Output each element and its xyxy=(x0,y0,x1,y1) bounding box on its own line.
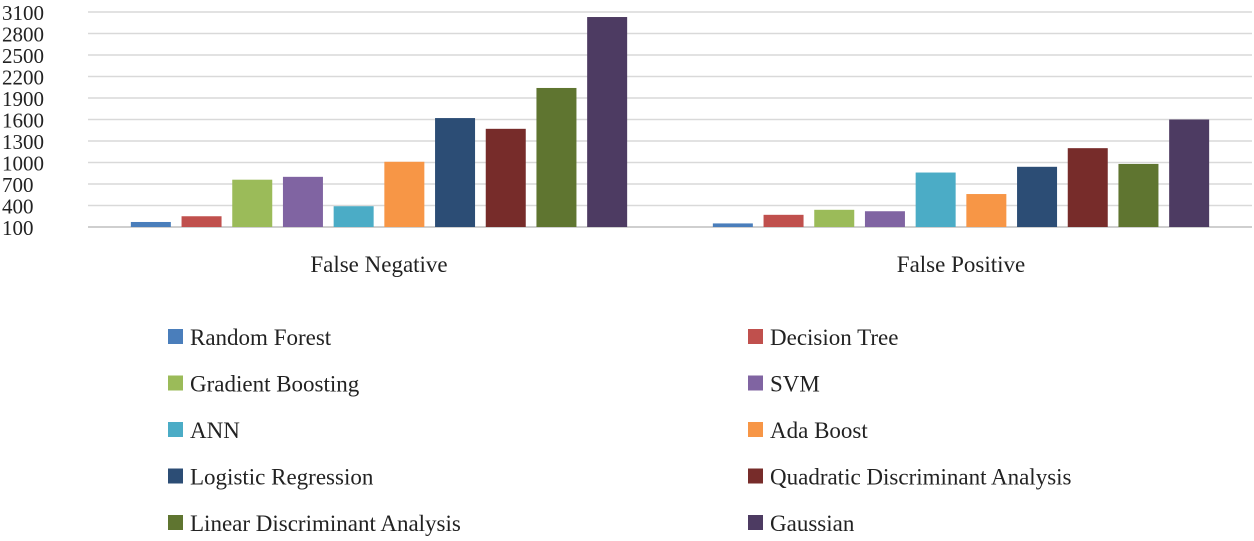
legend-label: Random Forest xyxy=(190,325,332,350)
bar xyxy=(764,215,804,227)
y-tick-label: 700 xyxy=(2,173,34,197)
legend-item: Ada Boost xyxy=(748,418,868,443)
legend-item: ANN xyxy=(168,418,240,443)
legend: Random Forest Decision Tree Gradient Boost… xyxy=(168,325,1072,536)
bar xyxy=(966,194,1006,227)
bar xyxy=(536,88,576,227)
bar xyxy=(131,222,171,227)
legend-item: Gradient Boosting xyxy=(168,372,360,397)
bar xyxy=(232,180,272,227)
bar xyxy=(1068,148,1108,227)
legend-label: Ada Boost xyxy=(770,418,868,443)
bar xyxy=(587,17,627,227)
bar xyxy=(814,210,854,227)
legend-label: Logistic Regression xyxy=(190,465,374,490)
y-tick-label: 400 xyxy=(2,195,34,219)
legend-swatch xyxy=(748,469,763,484)
legend-swatch xyxy=(168,329,183,344)
bar xyxy=(865,211,905,227)
y-tick-label: 2800 xyxy=(2,23,44,47)
y-tick-label: 3100 xyxy=(2,1,44,25)
x-axis: False Negative False Positive xyxy=(310,252,1025,277)
legend-label: Quadratic Discriminant Analysis xyxy=(770,465,1072,490)
y-tick-label: 1900 xyxy=(2,87,44,111)
bar xyxy=(713,223,753,227)
legend-label: Gradient Boosting xyxy=(190,372,360,397)
bar xyxy=(283,177,323,227)
legend-label: Decision Tree xyxy=(770,325,898,350)
x-category-label: False Positive xyxy=(897,252,1025,277)
legend-swatch xyxy=(748,422,763,437)
bar xyxy=(1017,167,1057,227)
legend-swatch xyxy=(168,422,183,437)
legend-swatch xyxy=(748,329,763,344)
legend-swatch xyxy=(168,376,183,391)
bar xyxy=(182,216,222,227)
legend-item: Random Forest xyxy=(168,325,332,350)
legend-label: Linear Discriminant Analysis xyxy=(190,511,461,536)
bar xyxy=(435,118,475,227)
y-tick-label: 1300 xyxy=(2,130,44,154)
bar xyxy=(1169,120,1209,228)
bar xyxy=(916,173,956,227)
legend-item: Decision Tree xyxy=(748,325,898,350)
legend-item: Gaussian xyxy=(748,511,855,536)
bar xyxy=(1118,164,1158,227)
y-tick-label: 100 xyxy=(2,216,34,240)
bar xyxy=(334,206,374,227)
legend-item: Logistic Regression xyxy=(168,465,374,490)
y-tick-label: 1000 xyxy=(2,152,44,176)
legend-swatch xyxy=(168,515,183,530)
legend-item: Linear Discriminant Analysis xyxy=(168,511,461,536)
bars xyxy=(131,17,1209,227)
legend-swatch xyxy=(168,469,183,484)
legend-label: SVM xyxy=(770,372,820,397)
y-tick-label: 1600 xyxy=(2,109,44,133)
legend-item: SVM xyxy=(748,372,820,397)
y-axis: 1004007001000130016001900220025002800310… xyxy=(2,1,44,240)
legend-label: Gaussian xyxy=(770,511,855,536)
legend-swatch xyxy=(748,515,763,530)
y-tick-label: 2200 xyxy=(2,66,44,90)
y-tick-label: 2500 xyxy=(2,44,44,68)
bar xyxy=(486,129,526,227)
x-category-label: False Negative xyxy=(310,252,447,277)
bar xyxy=(384,162,424,227)
bar-chart: 1004007001000130016001900220025002800310… xyxy=(0,0,1254,541)
legend-item: Quadratic Discriminant Analysis xyxy=(748,465,1072,490)
legend-label: ANN xyxy=(190,418,240,443)
legend-swatch xyxy=(748,376,763,391)
